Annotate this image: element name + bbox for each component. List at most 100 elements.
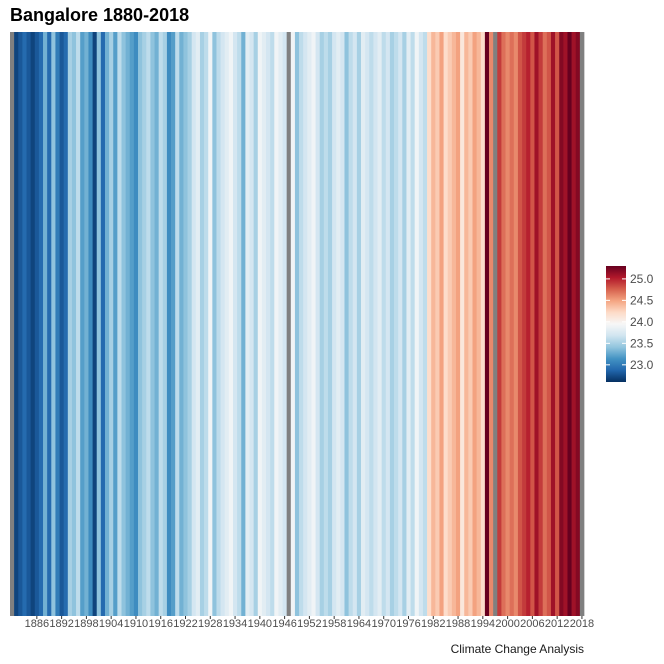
x-tick-label: 1964 (347, 618, 371, 630)
stripe-1911 (138, 32, 143, 616)
x-tick-label: 1988 (446, 618, 470, 630)
x-tick-label: 1934 (223, 618, 247, 630)
stripe-1929 (212, 32, 217, 616)
stripe-1944 (274, 32, 279, 616)
stripe-1984 (439, 32, 444, 616)
stripe-1968 (373, 32, 378, 616)
x-axis-ticks: 1886 1892 1898 1904 1910 1916 1922 1928 1934 1940… (25, 616, 594, 630)
stripe-1918 (166, 32, 172, 616)
stripe-1960 (340, 32, 345, 616)
stripe-1947 (286, 32, 292, 616)
x-tick-label: 1994 (471, 618, 495, 630)
stripe-1963 (352, 32, 358, 616)
stripe-1910 (133, 32, 139, 616)
stripe-1904 (109, 32, 114, 616)
stripe-1980 (422, 32, 428, 616)
stripe-1932 (224, 32, 230, 616)
stripe-1999 (501, 32, 506, 616)
stripe-1948 (290, 32, 296, 616)
stripe-1995 (484, 32, 490, 616)
x-tick-label: 2000 (495, 618, 519, 630)
legend-tick-label: 24.0 (630, 315, 654, 329)
stripe-2016 (571, 32, 577, 616)
stripe-1891 (55, 32, 60, 616)
stripe-1892 (59, 32, 65, 616)
x-tick-label: 1940 (248, 618, 272, 630)
stripe-1942 (266, 32, 271, 616)
x-tick-label: 1904 (99, 618, 123, 630)
stripe-2009 (542, 32, 548, 616)
stripe-1917 (162, 32, 168, 616)
stripe-1925 (195, 32, 201, 616)
stripe-2006 (530, 32, 535, 616)
stripe-2015 (567, 32, 572, 616)
stripe-1908 (125, 32, 131, 616)
stripe-1896 (76, 32, 81, 616)
stripe-1890 (51, 32, 56, 616)
stripe-2012 (555, 32, 560, 616)
stripe-1906 (117, 32, 122, 616)
stripe-2007 (534, 32, 539, 616)
stripe-1993 (476, 32, 482, 616)
stripe-1926 (199, 32, 205, 616)
x-tick-label: 1982 (421, 618, 445, 630)
stripe-1880 (10, 32, 15, 616)
stripe-1924 (191, 32, 197, 616)
stripe-1983 (435, 32, 440, 616)
stripe-1930 (216, 32, 221, 616)
stripe-1941 (261, 32, 267, 616)
stripe-1937 (245, 32, 250, 616)
stripe-1976 (406, 32, 411, 616)
stripe-1959 (336, 32, 341, 616)
stripe-1996 (489, 32, 494, 616)
stripe-1956 (323, 32, 329, 616)
stripe-1914 (150, 32, 155, 616)
color-legend: 23.0 23.5 24.0 24.5 25.0 (606, 266, 654, 382)
stripe-1912 (142, 32, 147, 616)
stripe-1954 (315, 32, 321, 616)
stripe-1950 (299, 32, 304, 616)
stripe-1982 (431, 32, 436, 616)
stripe-1900 (92, 32, 98, 616)
stripe-1990 (464, 32, 469, 616)
x-tick-label: 1922 (173, 618, 197, 630)
legend-color-bar (606, 266, 626, 382)
stripe-1992 (472, 32, 477, 616)
stripe-1928 (208, 32, 213, 616)
stripe-1933 (228, 32, 234, 616)
stripe-1889 (47, 32, 52, 616)
stripe-1921 (179, 32, 184, 616)
stripe-1978 (414, 32, 420, 616)
legend-ticks: 23.0 23.5 24.0 24.5 25.0 (606, 272, 654, 372)
stripe-1955 (319, 32, 325, 616)
x-tick-label: 1910 (124, 618, 148, 630)
x-tick-label: 1976 (396, 618, 420, 630)
stripe-1897 (80, 32, 85, 616)
stripes-layer (10, 32, 585, 616)
stripe-1899 (88, 32, 93, 616)
stripe-2017 (575, 32, 581, 616)
stripe-1973 (394, 32, 399, 616)
stripe-1923 (187, 32, 193, 616)
stripe-1903 (104, 32, 110, 616)
stripe-1940 (257, 32, 263, 616)
stripe-2008 (538, 32, 544, 616)
stripe-1969 (377, 32, 383, 616)
stripe-2010 (546, 32, 552, 616)
stripe-1977 (410, 32, 416, 616)
stripe-1998 (497, 32, 502, 616)
stripe-1957 (327, 32, 333, 616)
x-tick-label: 1946 (272, 618, 296, 630)
stripe-1920 (175, 32, 180, 616)
stripe-1893 (63, 32, 69, 616)
legend-tick-label: 24.5 (630, 293, 654, 307)
stripe-1987 (451, 32, 457, 616)
stripe-2013 (559, 32, 564, 616)
stripe-1951 (303, 32, 308, 616)
stripe-1970 (381, 32, 387, 616)
stripe-1936 (241, 32, 246, 616)
x-tick-label: 1898 (74, 618, 98, 630)
stripe-2011 (550, 32, 556, 616)
stripe-1953 (311, 32, 316, 616)
stripe-1902 (100, 32, 106, 616)
